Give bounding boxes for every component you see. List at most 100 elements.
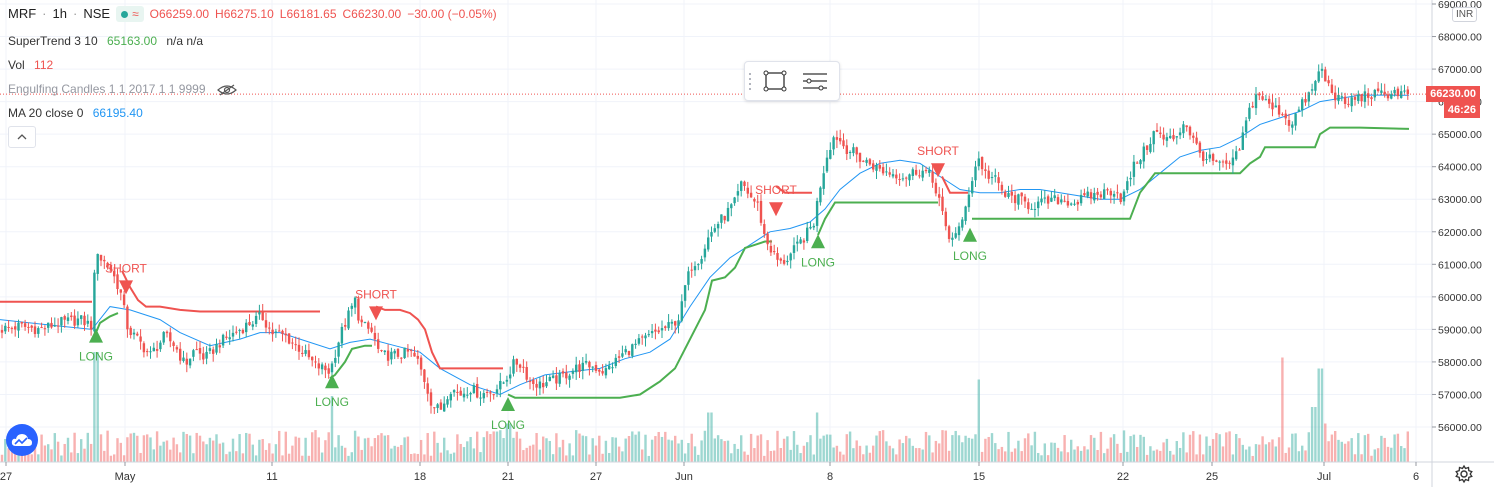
volume-bar	[815, 412, 819, 462]
engulfing-legend[interactable]: Engulfing Candles 1 1 2017 1 1 9999	[8, 82, 237, 96]
volume-bar	[921, 449, 924, 462]
volume-bar	[591, 438, 594, 462]
volume-bar	[205, 444, 208, 462]
time-tick-label: 27	[590, 471, 602, 483]
volume-bar	[555, 433, 558, 462]
volume-bar	[1218, 434, 1221, 462]
candle-up	[495, 389, 499, 394]
tradingview-logo[interactable]	[6, 424, 38, 456]
volume-bar	[367, 437, 370, 462]
candle-up	[799, 239, 802, 244]
candle-down	[410, 350, 413, 352]
volume-bar	[865, 445, 868, 462]
gear-icon[interactable]	[1454, 464, 1474, 484]
volume-bar	[1304, 450, 1307, 462]
currency-badge[interactable]: INR	[1452, 7, 1478, 22]
candle-up	[1050, 197, 1053, 202]
collapse-legend-button[interactable]	[8, 126, 36, 148]
candle-down	[218, 345, 221, 348]
volume-bar	[980, 451, 984, 462]
candle-down	[129, 327, 132, 336]
candle-down	[723, 215, 726, 221]
candle-down	[763, 224, 766, 234]
candle-up	[96, 253, 99, 274]
volume-bar	[1040, 455, 1043, 462]
volume-bar	[93, 352, 96, 462]
volume-bar	[1258, 444, 1261, 462]
volume-bar	[1112, 434, 1116, 462]
candle-down	[1188, 126, 1192, 136]
market-status-badge[interactable]: ≈	[116, 6, 144, 22]
candle-down	[779, 258, 782, 261]
candle-up	[1053, 195, 1056, 199]
candle-down	[406, 348, 410, 352]
candle-up	[700, 259, 703, 264]
volume-bar	[637, 431, 641, 462]
symbol-name[interactable]: MRF	[8, 6, 37, 21]
volume-bar	[373, 438, 377, 462]
candle-down	[1020, 192, 1023, 197]
volume-bar	[1073, 449, 1076, 462]
volume-bar	[208, 437, 212, 462]
interval-label[interactable]: 1h	[52, 6, 67, 21]
candle-up	[192, 350, 195, 357]
ohlc-open: O66259.00	[149, 7, 210, 21]
candle-up	[829, 149, 832, 159]
volume-bar	[548, 440, 551, 462]
candle-down	[139, 336, 142, 342]
exchange-label: NSE	[83, 6, 111, 21]
volume-bar	[825, 434, 829, 462]
candle-down	[212, 349, 215, 354]
drag-handle-icon[interactable]	[745, 62, 755, 100]
volume-bar	[528, 445, 532, 462]
volume-bar	[1126, 451, 1129, 462]
supertrend-legend[interactable]: SuperTrend 3 10 65163.00 n/a n/a	[8, 34, 203, 48]
volume-bar	[149, 437, 152, 462]
volume-bar	[76, 453, 80, 462]
object-tree-button[interactable]	[755, 63, 795, 99]
volume-bar	[1192, 431, 1195, 462]
candle-down	[439, 402, 443, 410]
ma-legend[interactable]: MA 20 close 0 66195.40	[8, 106, 143, 120]
candle-up	[1320, 68, 1324, 71]
candle-down	[601, 371, 604, 374]
time-axis[interactable]: 27 May 11 18 21 27 Jun 8 15 22 25 Jul 6	[0, 462, 1419, 483]
volume-bar	[614, 437, 617, 462]
supertrend-series	[0, 126, 1410, 399]
price-tick-label: 60000.00	[1438, 292, 1482, 304]
hidden-eye-icon[interactable]	[216, 84, 237, 96]
volume-bar	[1297, 451, 1301, 462]
volume-bar	[1195, 454, 1198, 462]
volume-bar	[1145, 454, 1149, 462]
volume-bar	[1089, 435, 1093, 462]
volume-bar	[532, 444, 535, 462]
candle-up	[825, 157, 829, 172]
candle-up	[17, 322, 20, 331]
floating-drawing-toolbar[interactable]	[744, 61, 840, 101]
candle-down	[109, 265, 113, 271]
candle-down	[314, 361, 317, 363]
volume-legend[interactable]: Vol 112	[8, 58, 53, 72]
settings-list-button[interactable]	[795, 63, 835, 99]
candle-down	[476, 383, 479, 398]
price-tick-label: 67000.00	[1438, 64, 1482, 76]
candle-down	[776, 253, 779, 260]
volume-bar	[1314, 407, 1317, 462]
candle-up	[274, 331, 278, 333]
candle-down	[1172, 135, 1175, 140]
volume-bar	[1330, 434, 1334, 462]
volume-bar	[538, 449, 542, 462]
price-axis[interactable]: 56000.00 57000.00 58000.00 59000.00 60000.00…	[1432, 0, 1482, 434]
ohlc-high: H66275.10	[215, 7, 274, 21]
symbol-legend[interactable]: MRF · 1h · NSE ≈ O66259.00 H66275.10 L6618…	[8, 6, 503, 22]
volume-bar	[1046, 455, 1050, 462]
volume-bar	[683, 453, 687, 462]
candle-up	[254, 315, 258, 324]
candle-up	[967, 194, 971, 208]
volume-bar	[690, 433, 693, 462]
volume-bar	[716, 435, 720, 462]
candle-down	[492, 394, 495, 396]
volume-bar	[254, 455, 258, 462]
volume-bar	[895, 454, 898, 462]
